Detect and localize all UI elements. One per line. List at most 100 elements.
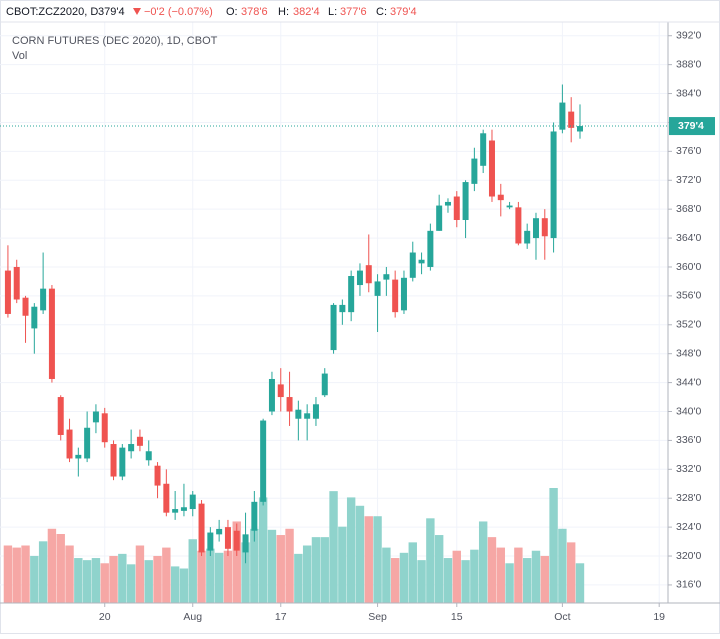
change: −0'2 (−0.07%): [144, 6, 213, 18]
candle-body: [506, 205, 513, 208]
high-label: H:: [278, 6, 289, 18]
volume-bar: [496, 547, 505, 603]
candle-body: [356, 270, 363, 286]
volume-bar: [346, 497, 356, 603]
volume-bar: [56, 534, 65, 603]
y-tick-label: 332'0: [676, 463, 702, 475]
volume-bar: [126, 564, 136, 603]
volume-bar: [329, 491, 338, 603]
volume-bar: [232, 521, 241, 603]
candle-body: [13, 266, 20, 300]
candle-body: [268, 378, 275, 412]
candle-body: [84, 427, 91, 459]
volume-bar: [443, 558, 453, 603]
high-value: 382'4: [293, 6, 320, 18]
open-value: 378'6: [241, 6, 268, 18]
volume-bar: [144, 560, 153, 603]
y-tick-label: 352'0: [676, 319, 702, 331]
volume-bar: [549, 488, 558, 603]
candle-body: [541, 218, 548, 237]
volume-bar: [65, 545, 74, 603]
candle-body: [321, 373, 328, 396]
axes: 316'0 320'0 324'0 328'0 332'0 336'0 340'0 344'0…: [0, 30, 715, 623]
volume-bar: [38, 541, 48, 603]
candle-body: [365, 265, 372, 284]
volume-bar: [302, 545, 312, 603]
symbol: CBOT:ZCZ2020, D: [6, 6, 98, 18]
candle-body: [453, 196, 460, 221]
volume-bar: [153, 555, 162, 603]
candle-body: [427, 230, 434, 267]
candle-body: [57, 397, 64, 435]
volume-bar: [135, 545, 145, 603]
volume-bar: [390, 558, 400, 603]
candle-body: [559, 102, 566, 130]
y-tick-label: 392'0: [676, 30, 702, 42]
y-tick-label: 320'0: [676, 550, 702, 562]
volume-bar: [558, 528, 567, 603]
candles: [4, 84, 583, 564]
y-tick-label: 368'0: [676, 203, 702, 215]
x-tick-label: Oct: [554, 611, 570, 623]
volume-bar: [118, 553, 127, 603]
volume-bar: [452, 550, 461, 603]
volume-bar: [294, 553, 303, 603]
volume-bar: [470, 549, 479, 603]
volume-bar: [461, 560, 470, 603]
candle-body: [163, 483, 170, 513]
candle-body: [180, 507, 187, 511]
x-tick-label: 19: [653, 611, 665, 623]
candle-body: [40, 288, 47, 311]
y-tick-label: 316'0: [676, 579, 702, 591]
volume-bars: [3, 488, 585, 603]
candle-body: [550, 131, 557, 239]
volume-bar: [382, 547, 391, 603]
volume-bar: [320, 537, 329, 603]
volume-bar: [399, 552, 409, 603]
candle-body: [400, 277, 407, 311]
volume-bar: [338, 526, 347, 603]
y-tick-label: 388'0: [676, 58, 702, 70]
volume-bar: [487, 537, 497, 603]
candle-body: [409, 252, 416, 278]
y-tick-label: 328'0: [676, 492, 702, 504]
y-tick-label: 360'0: [676, 261, 702, 273]
candle-body: [145, 451, 152, 461]
volume-bar: [514, 547, 523, 603]
y-tick-label: 324'0: [676, 521, 702, 533]
candle-body: [207, 532, 214, 551]
candle-body: [462, 182, 469, 221]
volume-bar: [478, 521, 488, 603]
candle-body: [110, 444, 117, 477]
volume-bar: [426, 518, 435, 603]
candle-body: [339, 304, 346, 313]
volume-bar: [223, 550, 233, 603]
candle-body: [119, 447, 126, 477]
volume-bar: [21, 545, 30, 603]
candle-body: [532, 218, 539, 239]
volume-bar: [170, 566, 180, 603]
volume-bar: [91, 558, 101, 603]
candle-body: [154, 465, 161, 486]
x-tick-label: Aug: [183, 611, 202, 623]
candle-body: [136, 436, 143, 446]
y-tick-label: 336'0: [676, 434, 702, 446]
candle-body: [418, 259, 425, 264]
candle-body: [260, 420, 267, 502]
candle-body: [31, 306, 38, 329]
candle-body: [524, 230, 531, 244]
volume-bar: [408, 542, 417, 603]
candle-body: [295, 409, 302, 419]
candle-body: [576, 126, 583, 132]
last-price-label: 379'4: [678, 120, 704, 132]
volume-bar: [179, 568, 189, 603]
volume-bar: [82, 560, 92, 603]
candle-body: [330, 304, 337, 351]
open-label: O:: [226, 6, 238, 18]
candle-body: [392, 279, 399, 313]
candle-body: [92, 411, 99, 423]
candle-body: [488, 140, 495, 197]
volume-bar: [47, 528, 57, 603]
volume-bar: [109, 555, 118, 603]
y-tick-label: 344'0: [676, 376, 702, 388]
